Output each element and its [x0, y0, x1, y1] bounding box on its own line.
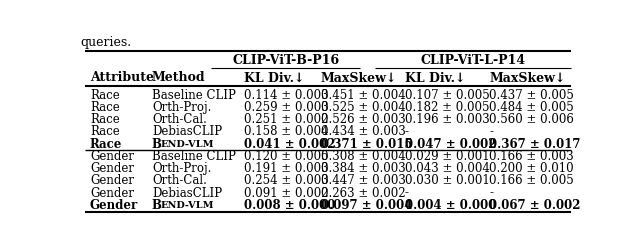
Text: Race: Race [90, 125, 120, 138]
Text: 0.437 ± 0.005: 0.437 ± 0.005 [489, 89, 574, 102]
Text: Gender: Gender [90, 199, 138, 212]
Text: 0.030 ± 0.001: 0.030 ± 0.001 [405, 174, 490, 187]
Text: 0.367 ± 0.017: 0.367 ± 0.017 [489, 138, 580, 151]
Text: queries.: queries. [80, 36, 131, 49]
Text: MaxSkew↓: MaxSkew↓ [489, 71, 566, 84]
Text: -: - [489, 186, 493, 200]
Text: DebiasCLIP: DebiasCLIP [152, 186, 222, 200]
Text: Orth-Proj.: Orth-Proj. [152, 101, 211, 114]
Text: 0.191 ± 0.003: 0.191 ± 0.003 [244, 162, 328, 175]
Text: 0.182 ± 0.005: 0.182 ± 0.005 [405, 101, 490, 114]
Text: 0.447 ± 0.003: 0.447 ± 0.003 [321, 174, 405, 187]
Text: CLIP-ViT-L-P14: CLIP-ViT-L-P14 [420, 54, 525, 67]
Text: 0.526 ± 0.003: 0.526 ± 0.003 [321, 113, 405, 126]
Text: DebiasCLIP: DebiasCLIP [152, 125, 222, 138]
Text: 0.107 ± 0.005: 0.107 ± 0.005 [405, 89, 490, 102]
Text: 0.166 ± 0.003: 0.166 ± 0.003 [489, 150, 574, 163]
Text: 0.263 ± 0.002: 0.263 ± 0.002 [321, 186, 405, 200]
Text: 0.384 ± 0.003: 0.384 ± 0.003 [321, 162, 405, 175]
Text: 0.451 ± 0.004: 0.451 ± 0.004 [321, 89, 405, 102]
Text: MaxSkew↓: MaxSkew↓ [321, 71, 397, 84]
Text: Gender: Gender [90, 174, 134, 187]
Text: B: B [152, 138, 162, 151]
Text: Orth-Cal.: Orth-Cal. [152, 174, 207, 187]
Text: Method: Method [152, 71, 205, 84]
Text: Baseline CLIP: Baseline CLIP [152, 89, 236, 102]
Text: 0.120 ± 0.005: 0.120 ± 0.005 [244, 150, 328, 163]
Text: 0.091 ± 0.002: 0.091 ± 0.002 [244, 186, 328, 200]
Text: END-VLM: END-VLM [161, 201, 214, 210]
Text: 0.434 ± 0.003: 0.434 ± 0.003 [321, 125, 405, 138]
Text: Gender: Gender [90, 150, 134, 163]
Text: 0.484 ± 0.005: 0.484 ± 0.005 [489, 101, 574, 114]
Text: 0.004 ± 0.000: 0.004 ± 0.000 [405, 199, 496, 212]
Text: 0.560 ± 0.006: 0.560 ± 0.006 [489, 113, 574, 126]
Text: Race: Race [90, 101, 120, 114]
Text: 0.254 ± 0.003: 0.254 ± 0.003 [244, 174, 328, 187]
Text: Race: Race [90, 138, 122, 151]
Text: 0.525 ± 0.004: 0.525 ± 0.004 [321, 101, 405, 114]
Text: Race: Race [90, 89, 120, 102]
Text: Attribute: Attribute [90, 71, 154, 84]
Text: KL Div.↓: KL Div.↓ [244, 71, 304, 84]
Text: 0.259 ± 0.003: 0.259 ± 0.003 [244, 101, 328, 114]
Text: Gender: Gender [90, 162, 134, 175]
Text: 0.114 ± 0.003: 0.114 ± 0.003 [244, 89, 328, 102]
Text: 0.047 ± 0.002: 0.047 ± 0.002 [405, 138, 497, 151]
Text: 0.308 ± 0.004: 0.308 ± 0.004 [321, 150, 405, 163]
Text: 0.200 ± 0.010: 0.200 ± 0.010 [489, 162, 574, 175]
Text: 0.029 ± 0.001: 0.029 ± 0.001 [405, 150, 490, 163]
Text: 0.067 ± 0.002: 0.067 ± 0.002 [489, 199, 580, 212]
Text: 0.251 ± 0.002: 0.251 ± 0.002 [244, 113, 328, 126]
Text: 0.166 ± 0.005: 0.166 ± 0.005 [489, 174, 574, 187]
Text: 0.371 ± 0.015: 0.371 ± 0.015 [321, 138, 412, 151]
Text: B: B [152, 199, 162, 212]
Text: Gender: Gender [90, 186, 134, 200]
Text: 0.097 ± 0.004: 0.097 ± 0.004 [321, 199, 412, 212]
Text: Baseline CLIP: Baseline CLIP [152, 150, 236, 163]
Text: 0.043 ± 0.004: 0.043 ± 0.004 [405, 162, 490, 175]
Text: END-VLM: END-VLM [161, 140, 214, 149]
Text: 0.158 ± 0.004: 0.158 ± 0.004 [244, 125, 328, 138]
Text: 0.008 ± 0.000: 0.008 ± 0.000 [244, 199, 335, 212]
Text: -: - [489, 125, 493, 138]
Text: Orth-Proj.: Orth-Proj. [152, 162, 211, 175]
Text: Orth-Cal.: Orth-Cal. [152, 113, 207, 126]
Text: KL Div.↓: KL Div.↓ [405, 71, 465, 84]
Text: -: - [405, 125, 409, 138]
Text: Race: Race [90, 113, 120, 126]
Text: 0.196 ± 0.003: 0.196 ± 0.003 [405, 113, 490, 126]
Text: -: - [405, 186, 409, 200]
Text: 0.041 ± 0.002: 0.041 ± 0.002 [244, 138, 335, 151]
Text: CLIP-ViT-B-P16: CLIP-ViT-B-P16 [232, 54, 339, 67]
